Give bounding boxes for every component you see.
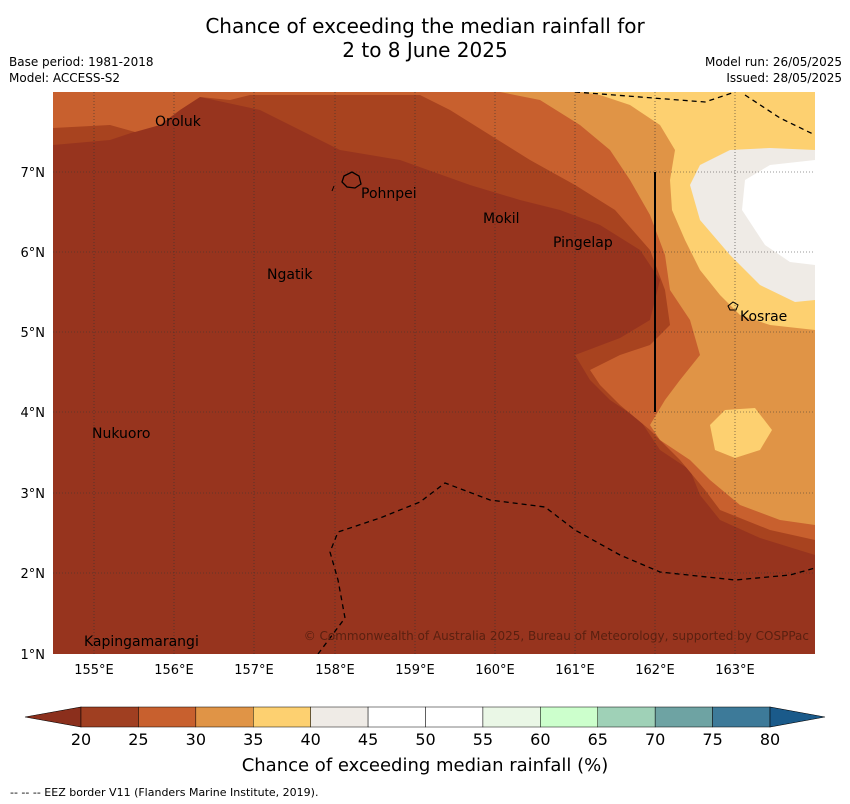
lon-tick: 163°E (715, 663, 755, 678)
contour-40-45-south (710, 408, 772, 458)
kosrae-island-icon (727, 301, 739, 311)
base-period-label: Base period: 1981-2018 (9, 55, 154, 69)
place-kapingamarangi: Kapingamarangi (84, 634, 199, 650)
lat-tick: 5°N (21, 326, 46, 341)
colorbar-title: Chance of exceeding median rainfall (%) (241, 755, 609, 776)
colorbar-segment (712, 706, 771, 728)
title-line-1: Chance of exceeding the median rainfall … (205, 14, 645, 38)
colorbar-tick-label: 40 (300, 730, 320, 749)
colorbar-segment (482, 706, 541, 728)
colorbar-segment (195, 706, 254, 728)
lon-axis: 155°E 156°E 157°E 158°E 159°E 160°E 161°… (74, 663, 755, 678)
colorbar-tick-label: 25 (128, 730, 148, 749)
colorbar-tick-label: 30 (186, 730, 206, 749)
colorbar-segment (540, 706, 598, 728)
model-label: Model: ACCESS-S2 (9, 71, 121, 85)
colorbar-under-arrow (24, 706, 82, 728)
colorbar-segment (138, 706, 197, 728)
colorbar-over-arrow (769, 706, 826, 728)
lon-tick: 158°E (315, 663, 355, 678)
lon-tick: 157°E (234, 663, 274, 678)
colorbar-tick-label: 20 (71, 730, 91, 749)
lon-tick: 160°E (475, 663, 515, 678)
place-labels: Oroluk Pohnpei Mokil Pingelap Ngatik Kos… (84, 114, 787, 650)
contour-30-35 (53, 92, 815, 540)
colorbar-tick-label: 45 (358, 730, 378, 749)
lat-tick: 3°N (21, 487, 46, 502)
colorbar-tick-label: 55 (473, 730, 493, 749)
lat-tick: 7°N (21, 166, 46, 181)
colorbar-tick-label: 70 (645, 730, 665, 749)
title-line-2: 2 to 8 June 2025 (342, 38, 508, 62)
colorbar-segment (310, 706, 369, 728)
place-ngatik: Ngatik (267, 267, 313, 283)
issued-label: Issued: 28/05/2025 (726, 71, 842, 85)
contour-50-55 (742, 160, 815, 265)
colorbar-labels: 20 25 30 35 40 45 50 55 60 65 70 75 80 (71, 730, 780, 749)
pohnpei-reef-mark (331, 185, 335, 192)
colorbar-segment (253, 706, 311, 728)
place-pohnpei: Pohnpei (361, 186, 417, 202)
colorbar-segment (654, 706, 713, 728)
lon-tick: 162°E (635, 663, 675, 678)
colorbar-tick-label: 80 (760, 730, 780, 749)
colorbar-tick-label: 35 (243, 730, 263, 749)
eez-legend-footer: -- -- -- EEZ border V11 (Flanders Marine… (10, 786, 319, 799)
graticule (53, 92, 815, 654)
colorbar (24, 706, 826, 728)
copyright-notice: © Commonwealth of Australia 2025, Bureau… (304, 629, 809, 643)
lat-tick: 6°N (21, 246, 46, 261)
colorbar-tick-label: 65 (588, 730, 608, 749)
lat-tick: 2°N (21, 567, 46, 582)
lon-tick: 159°E (395, 663, 435, 678)
colorbar-tick-label: 60 (530, 730, 550, 749)
colorbar-segment (425, 706, 484, 728)
contour-fill-layer (53, 92, 815, 654)
pohnpei-island-icon (341, 171, 362, 189)
lon-tick: 161°E (555, 663, 595, 678)
colorbar-segment (597, 706, 656, 728)
eez-border (317, 92, 815, 654)
place-oroluk: Oroluk (155, 114, 202, 130)
place-mokil: Mokil (483, 211, 520, 227)
lat-tick: 1°N (21, 648, 46, 663)
model-run-label: Model run: 26/05/2025 (704, 55, 842, 69)
colorbar-tick-label: 75 (702, 730, 722, 749)
lon-tick: 156°E (154, 663, 194, 678)
lat-tick: 4°N (21, 406, 46, 421)
colorbar-segment (80, 706, 139, 728)
lon-tick: 155°E (74, 663, 114, 678)
colorbar-tick-label: 50 (415, 730, 435, 749)
lat-axis: 1°N 2°N 3°N 4°N 5°N 6°N 7°N (21, 166, 46, 663)
place-nukuoro: Nukuoro (92, 426, 150, 442)
colorbar-segment (367, 706, 426, 728)
place-kosrae: Kosrae (740, 309, 787, 325)
place-pingelap: Pingelap (553, 235, 613, 251)
